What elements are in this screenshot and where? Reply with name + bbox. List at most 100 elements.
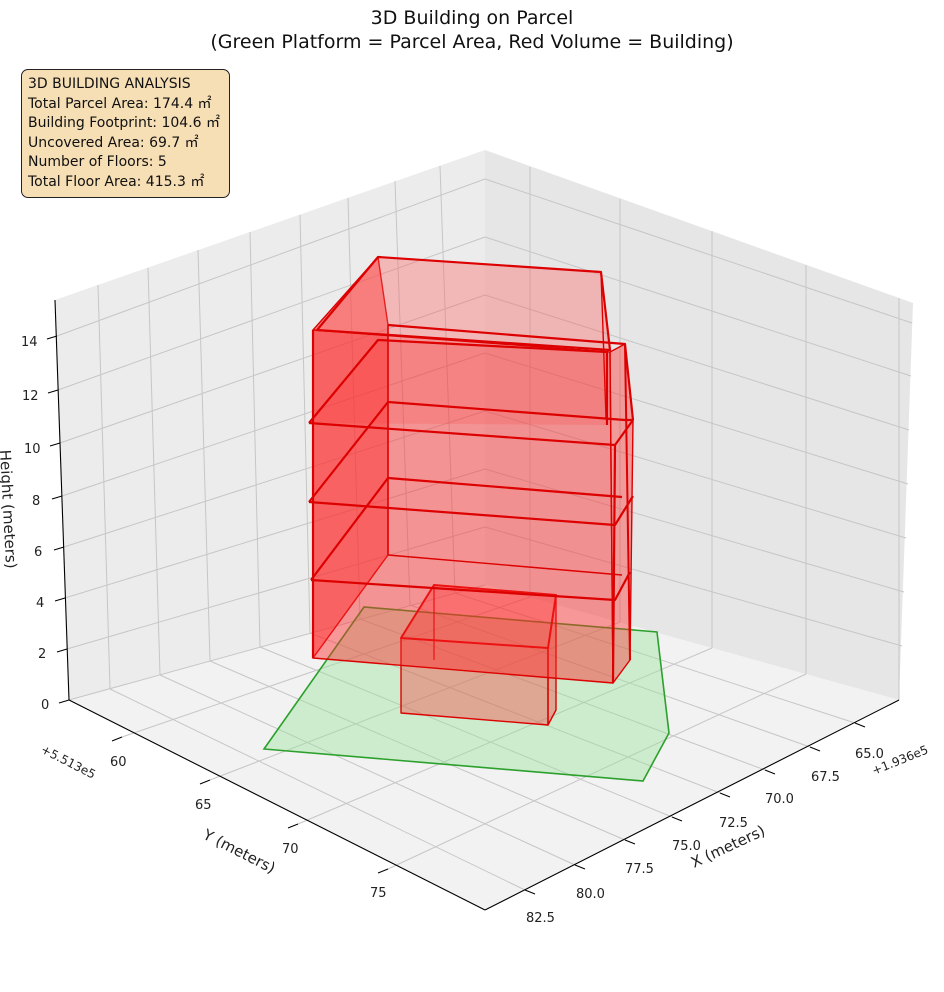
z-tick [47,389,59,394]
z-tick-label: 10 [24,442,41,457]
grid-line [409,604,811,748]
pane-left-wall [55,150,485,700]
x-tick-label: 70.0 [765,792,794,807]
grid-line [63,410,486,548]
axis-lines [54,299,900,911]
info-box-line: Total Floor Area: 415.3 ㎡ [28,173,205,190]
floor-slab [308,400,633,503]
grid-line [454,592,856,724]
floor-slab [310,571,631,602]
z-tick-label: 8 [32,494,40,509]
pane-floor [69,585,899,910]
info-box-line: Uncovered Area: 69.7 ㎡ [28,134,199,151]
y-tick-labels: 60 65 70 75 [110,755,387,901]
x-tick [574,864,586,870]
grid-line [61,352,486,497]
grid-line [97,284,111,690]
x-tick-label: 67.5 [811,770,840,785]
tower-edge [624,343,631,661]
grid-line [484,468,905,593]
grid-line [209,660,626,841]
y-tick-label: 75 [370,886,387,901]
z-tick [58,699,70,704]
parcel-platform [262,606,670,782]
z-tick [46,335,58,340]
z-tick-label: 0 [41,698,49,713]
x-tick-labels: 65.0 67.5 70.0 72.5 75.0 77.5 80.0 82.5 [526,747,884,926]
grid-line [57,236,486,391]
grid-line [66,526,486,650]
x-tick-label: 82.5 [526,911,555,926]
lower-wing-face [400,584,557,649]
chart-title-line-2: (Green Platform = Parcel Area, Red Volum… [210,31,734,53]
grid-line [484,526,903,647]
y-axis-label: Y (meters) [199,825,278,877]
z-tick [49,442,61,447]
floor-slab [308,338,609,425]
grid-line [147,267,161,676]
x-tick-label: 75.0 [672,839,701,854]
x-tick [524,889,536,895]
grid-line [299,214,311,634]
z-axis-line [54,299,70,701]
tick-marks [46,335,866,895]
chart-title-line-1: 3D Building on Parcel [370,7,574,29]
info-box-line: Number of Floors: 5 [28,154,167,171]
grid-line [249,231,261,648]
y-tick [111,736,123,742]
x-tick [719,792,731,798]
grid-line [297,647,713,825]
grid-line [387,673,807,870]
z-tick [54,597,66,602]
grid-line [64,468,486,599]
grid-line [159,674,576,866]
y-tick-label: 60 [110,755,127,770]
grid-line [439,165,456,594]
y-offset-label: +5.513e5 [39,742,98,781]
info-box-line: Total Parcel Area: 174.4 ㎡ [28,95,212,112]
y-tick [377,868,389,874]
grid-line [347,197,361,620]
x-tick-label: 65.0 [855,747,884,762]
z-tick-labels: 0 2 4 6 8 10 12 14 [21,335,49,713]
x-tick [764,769,776,775]
x-tick-label: 80.0 [576,887,605,902]
z-tick-label: 4 [36,596,44,611]
grid-line [121,596,531,738]
grid-line [484,236,912,377]
grid-line [59,294,486,444]
info-box-heading: 3D BUILDING ANALYSIS [28,76,191,92]
x-tick [624,839,636,845]
z-axis-label: Height (meters) [0,449,20,569]
grid-line [394,180,411,606]
grid-line [197,249,211,662]
z-tick-label: 6 [34,545,42,560]
grid-line [484,294,910,431]
x-axis-line [484,699,900,911]
grid-line [68,584,486,701]
z-tick-label: 2 [38,647,46,662]
analysis-info-box: 3D BUILDING ANALYSIS Total Parcel Area: … [21,69,230,198]
tower-edge [600,271,607,419]
info-box-line: Building Footprint: 104.6 ㎡ [28,115,221,132]
z-tick [53,546,65,551]
building-volume [308,255,635,726]
tower-edge [611,444,617,684]
y-tick [287,823,299,829]
z-tick-label: 14 [21,335,38,350]
grid-line [484,352,909,485]
grid-line [109,688,526,891]
y-axis-line [68,699,486,911]
grid-line [259,646,673,818]
floor-slab [387,554,623,576]
z-tick [56,648,68,653]
y-tick-label: 70 [282,842,299,857]
z-tick [51,495,63,500]
x-tick [809,746,821,752]
grid-line [484,410,907,539]
z-tick-label: 12 [22,389,39,404]
x-tick-label: 77.5 [625,862,654,877]
x-tick-label: 72.5 [719,816,748,831]
grid-line [209,621,621,781]
